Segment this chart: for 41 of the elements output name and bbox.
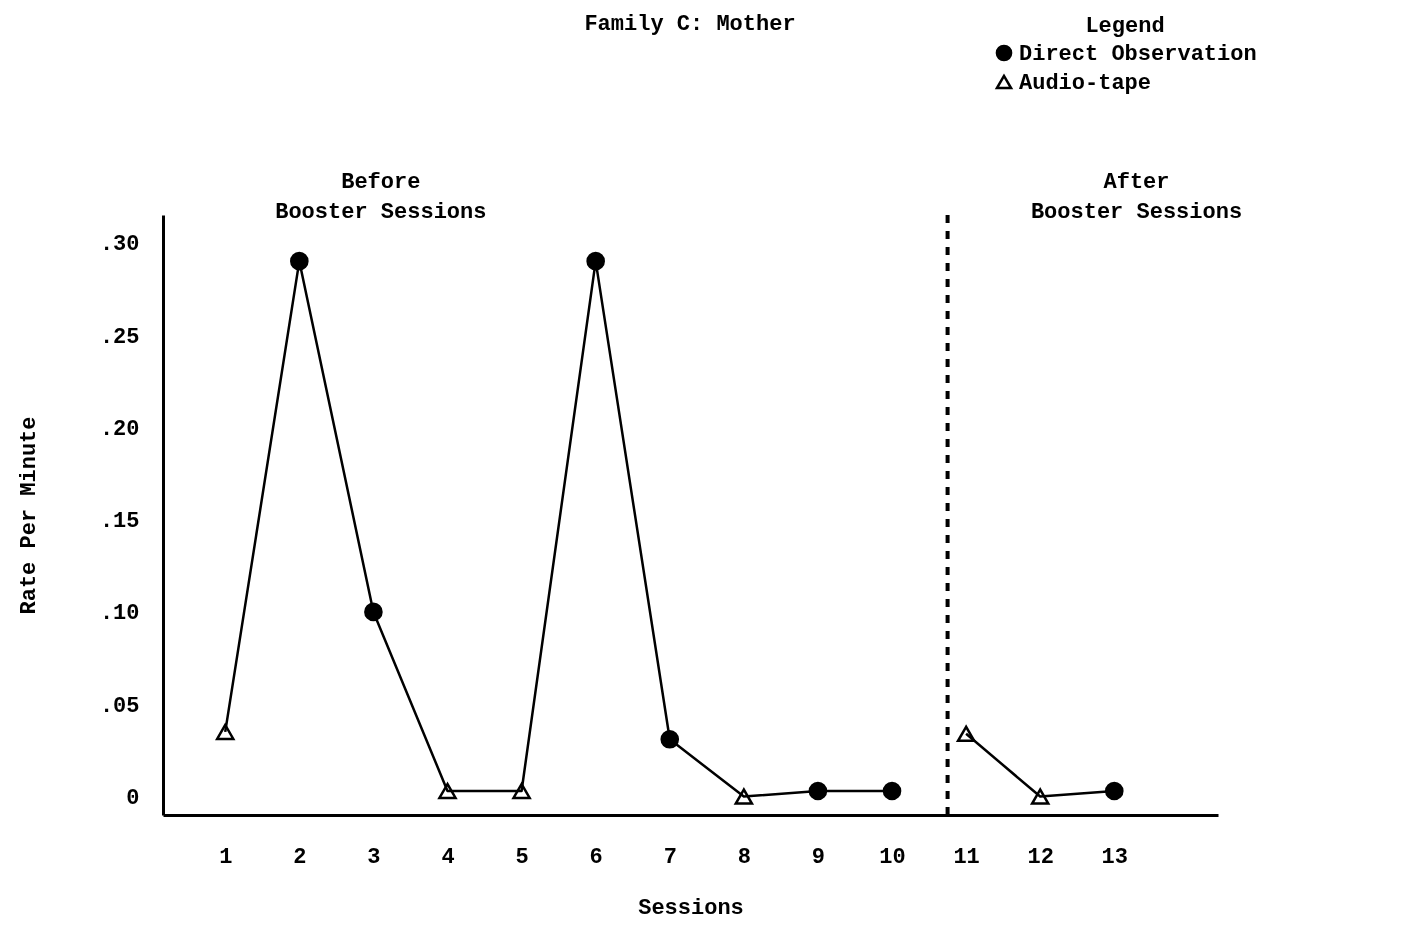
point	[290, 251, 309, 271]
annotation: After Booster Sessions	[1030, 170, 1243, 225]
point	[438, 782, 457, 800]
point	[364, 602, 383, 622]
x-tick-label: 4	[441, 844, 455, 870]
y-tick-label: .10	[99, 601, 140, 627]
y-tick-label: 0	[126, 786, 140, 812]
point	[734, 788, 754, 805]
x-tick-label: 10	[879, 844, 906, 870]
legend-label: Audio-tape	[1019, 71, 1152, 96]
x-tick-label: 6	[589, 844, 603, 870]
point	[1104, 781, 1124, 801]
y-tick-label: .15	[99, 509, 140, 535]
y-tick-label: .30	[99, 232, 140, 258]
y-tick-label: .05	[99, 693, 140, 719]
y-axis-title: Rate Per Minute	[16, 416, 42, 615]
x-tick-label: 3	[367, 844, 381, 870]
x-tick-label: 2	[293, 844, 307, 870]
x-tick-label: 8	[737, 844, 751, 870]
point	[660, 730, 680, 749]
x-tick-label: 1	[219, 844, 233, 870]
chart-title: Family C: Mother	[584, 12, 796, 37]
point	[586, 251, 605, 271]
point	[215, 723, 235, 741]
y-tick-label: .20	[99, 416, 140, 442]
point	[808, 781, 828, 801]
x-axis-title: Sessions	[638, 895, 744, 921]
point	[956, 725, 976, 742]
x-tick-label: 13	[1101, 844, 1128, 870]
x-tick-label: 9	[811, 844, 826, 870]
x-tick-label: 5	[515, 844, 529, 870]
x-tick-label: 12	[1027, 844, 1054, 870]
legend-label: Direct Observation	[1019, 42, 1257, 67]
point	[1030, 788, 1050, 805]
point	[882, 781, 902, 801]
y-tick-label: .25	[99, 324, 140, 350]
point	[512, 782, 531, 800]
legend-title: Legend	[1085, 14, 1165, 39]
annotation: Before Booster Sessions	[275, 170, 487, 225]
x-tick-label: 7	[663, 844, 677, 870]
x-tick-label: 11	[953, 844, 980, 870]
